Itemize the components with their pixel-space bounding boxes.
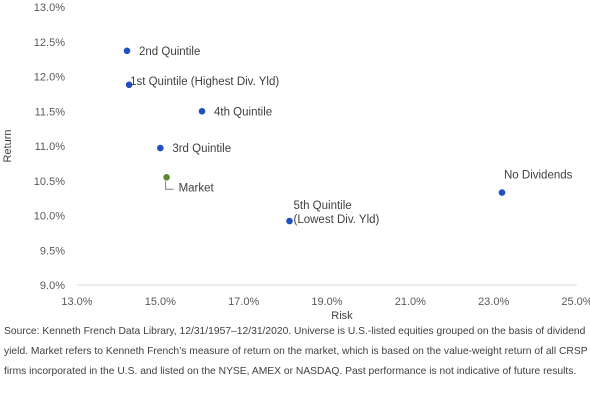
point-marker: [286, 217, 293, 225]
y-tick-label: 11.5%: [35, 106, 66, 118]
x-tick-label: 13.0%: [61, 296, 92, 308]
point-label: 3rd Quintile: [172, 143, 231, 155]
data-point: 5th Quintile (Lowest Div. Yld): [286, 200, 380, 226]
y-tick-label: 11.0%: [35, 141, 66, 153]
x-tick-label: 19.0%: [311, 296, 342, 308]
point-marker: [163, 173, 170, 181]
x-axis-ticks: 13.0% 15.0% 17.0% 19.0% 21.0% 23.0% 25.0%: [61, 296, 590, 308]
x-tick-label: 21.0%: [395, 296, 426, 308]
x-tick-label: 23.0%: [478, 296, 509, 308]
point-marker: [157, 144, 164, 152]
data-point: Market: [163, 173, 215, 194]
data-point: No Dividends: [498, 170, 573, 196]
source-footnote: Source: Kenneth French Data Library, 12/…: [4, 326, 588, 377]
x-tick-label: 15.0%: [145, 296, 176, 308]
point-label: 2nd Quintile: [139, 46, 200, 58]
scatter-chart: 9.0% 9.5% 10.0% 10.5% 11.0% 11.5% 12.0% 12.5% 13…: [2, 2, 590, 322]
point-label: (Lowest Div. Yld): [294, 214, 380, 226]
point-marker: [498, 189, 506, 196]
data-point: 4th Quintile: [198, 106, 272, 118]
point-label: Market: [179, 182, 215, 194]
y-tick-label: 10.0%: [34, 211, 65, 223]
y-tick-label: 9.5%: [40, 245, 65, 257]
point-marker: [123, 47, 131, 55]
point-label: 1st Quintile (Highest Div. Yld): [130, 76, 279, 88]
data-points: 2nd Quintile 1st Quintile (Highest Div. Y…: [123, 46, 573, 226]
y-axis-ticks: 9.0% 9.5% 10.0% 10.5% 11.0% 11.5% 12.0% 12.5% 13…: [34, 2, 65, 292]
y-tick-label: 12.5%: [34, 37, 65, 49]
x-axis-label: Risk: [331, 310, 353, 322]
y-tick-label: 9.0%: [40, 280, 65, 292]
point-marker: [125, 81, 133, 89]
x-tick-label: 17.0%: [228, 296, 259, 308]
label-leader-line: [165, 181, 174, 190]
y-tick-label: 13.0%: [34, 2, 65, 14]
point-label: No Dividends: [504, 170, 573, 182]
point-label: 5th Quintile: [294, 200, 352, 212]
point-marker: [198, 107, 206, 115]
y-tick-label: 12.0%: [34, 72, 65, 84]
data-point: 1st Quintile (Highest Div. Yld): [125, 76, 279, 89]
data-point: 2nd Quintile: [123, 46, 200, 58]
x-tick-label: 25.0%: [561, 296, 590, 308]
y-axis-label: Return: [2, 129, 14, 162]
y-tick-label: 10.5%: [34, 176, 65, 188]
point-label: 4th Quintile: [214, 106, 272, 118]
data-point: 3rd Quintile: [157, 143, 231, 155]
